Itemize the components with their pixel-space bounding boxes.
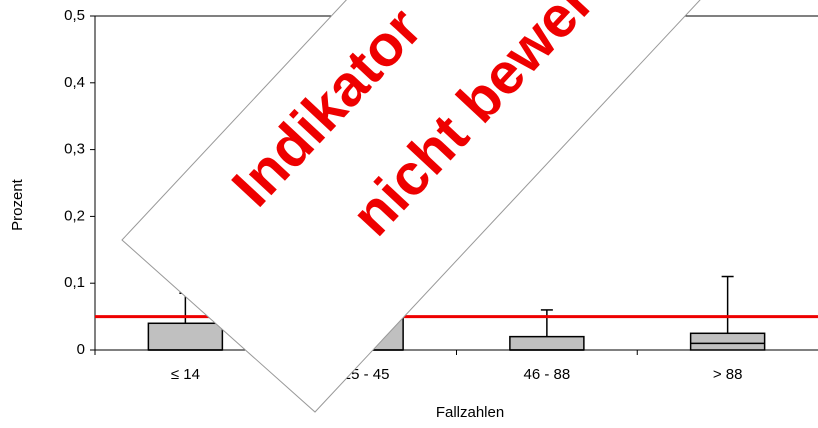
y-axis-title: Prozent [9, 178, 26, 231]
x-tick-label: 46 - 88 [524, 366, 571, 383]
y-tick-label: 0,1 [64, 274, 85, 291]
y-tick-label: 0,4 [64, 74, 85, 91]
overlay-banner [121, 0, 701, 413]
x-tick-label: ≤ 14 [171, 366, 200, 383]
x-tick-label: > 88 [713, 366, 743, 383]
box [689, 332, 766, 351]
y-tick-label: 0,5 [64, 7, 85, 24]
y-tick-label: 0,2 [64, 207, 85, 224]
box [147, 322, 224, 351]
y-tick-label: 0 [77, 341, 85, 358]
y-tick-label: 0,3 [64, 141, 85, 158]
box [509, 335, 585, 351]
x-axis-title: Fallzahlen [436, 404, 504, 421]
